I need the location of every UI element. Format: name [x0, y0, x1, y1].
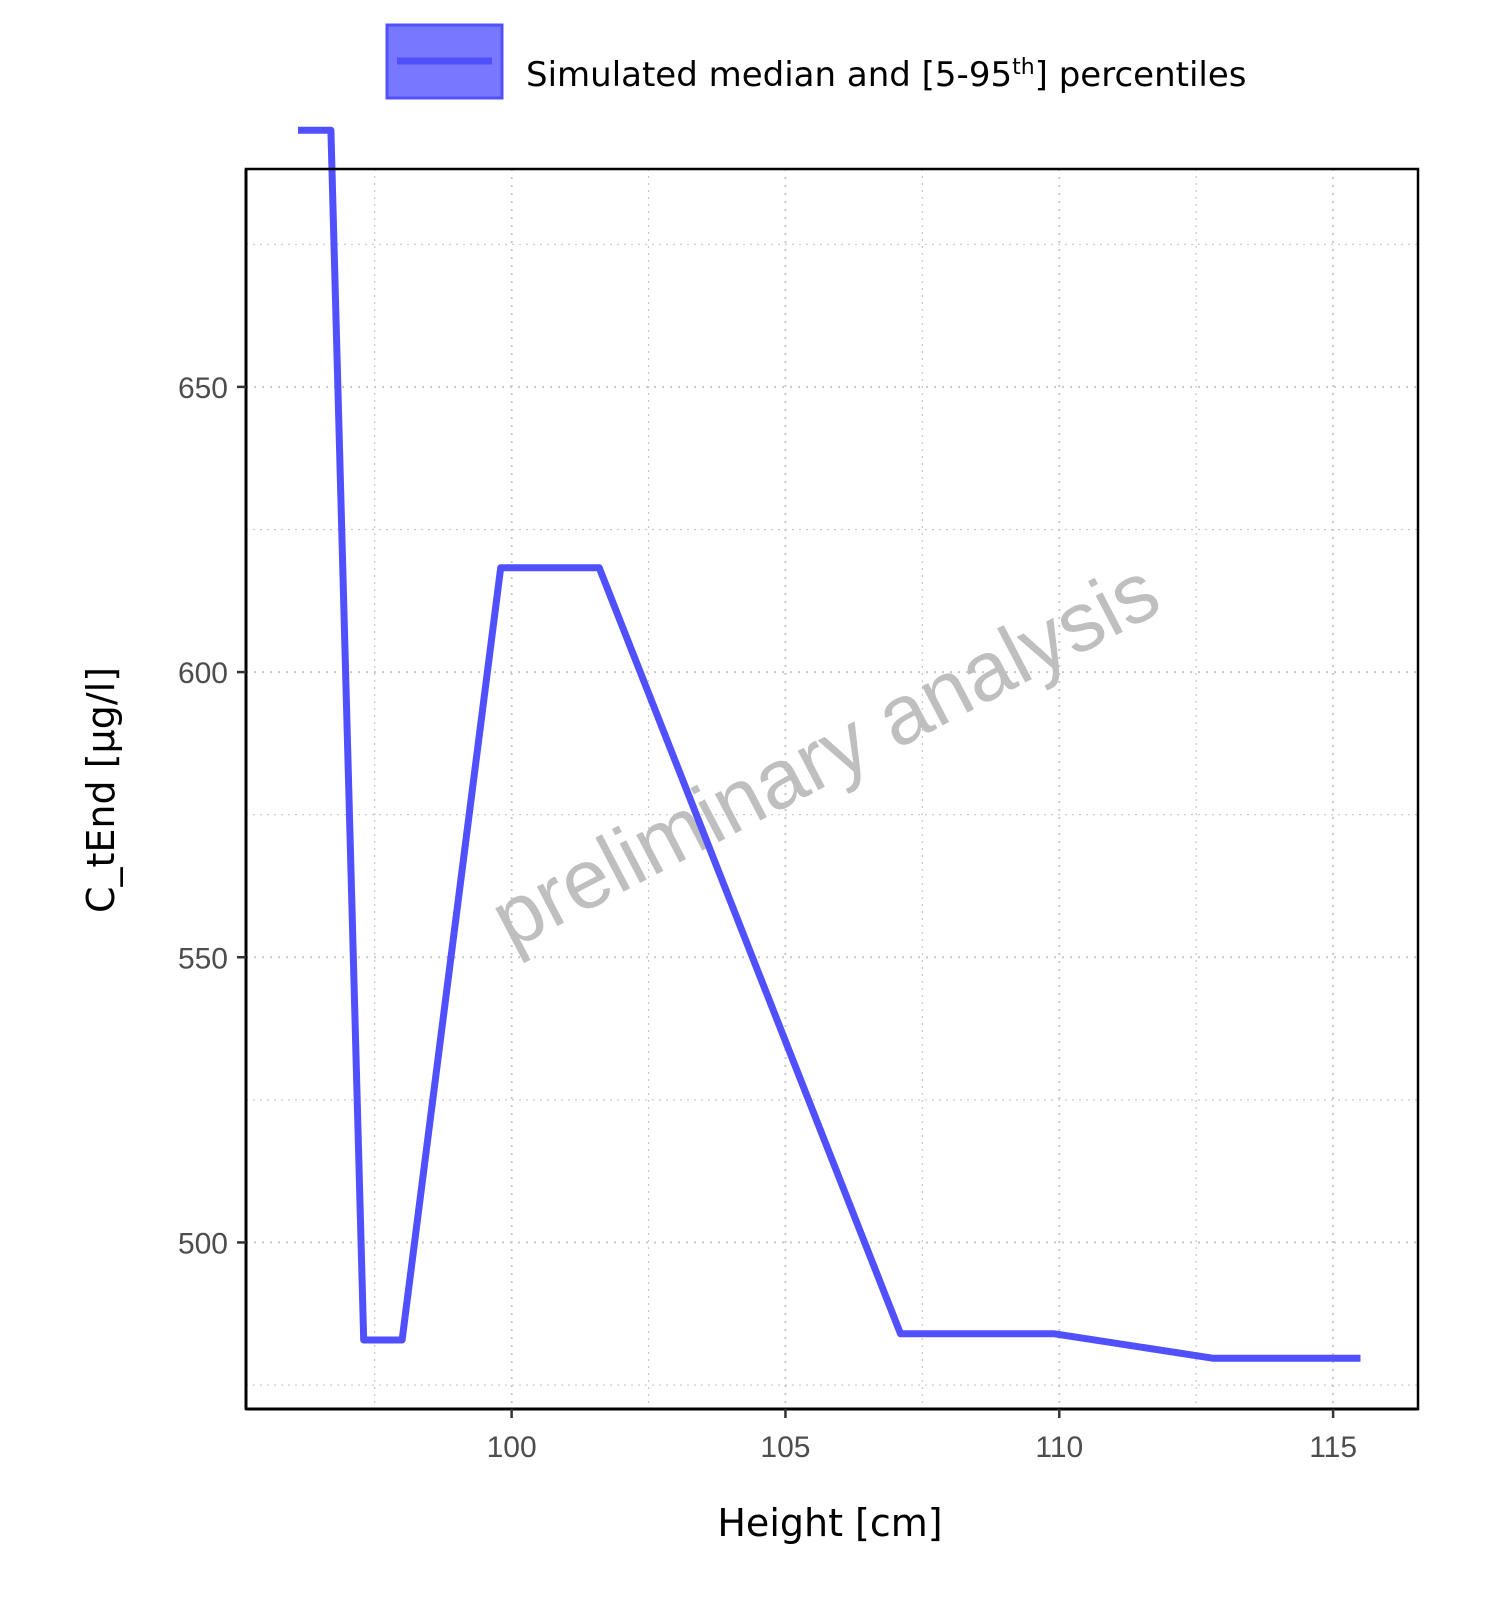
watermark-text: preliminary analysis	[476, 542, 1174, 966]
x-axis-title: Height [cm]	[717, 1501, 942, 1545]
y-tick-label: 550	[178, 942, 228, 975]
y-tick-label: 500	[178, 1227, 228, 1260]
legend-label-superscript: th	[1012, 55, 1035, 80]
legend-label-end: ] percentiles	[1035, 55, 1247, 95]
legend-label: Simulated median and [5-95th] percentile…	[526, 55, 1246, 95]
plot-panel-border	[244, 167, 1420, 1411]
series-layer	[298, 126, 1361, 1362]
grid-major	[246, 169, 1418, 1409]
series-line	[298, 126, 1361, 1362]
x-tick-label: 115	[1309, 1431, 1357, 1464]
x-tick-label: 105	[760, 1431, 810, 1464]
x-tick-label: 100	[487, 1431, 537, 1464]
legend: Simulated median and [5-95th] percentile…	[385, 23, 1246, 100]
y-tick-label: 600	[178, 657, 228, 690]
x-axis: 100 105 110 115	[487, 1409, 1357, 1464]
y-axis-title: C_tEnd [µg/l]	[79, 667, 123, 913]
y-tick-label: 650	[178, 372, 228, 405]
x-tick-label: 110	[1035, 1431, 1083, 1464]
y-axis: 500 550 600 650	[178, 372, 246, 1260]
legend-label-main: Simulated median and [5-95	[526, 55, 1012, 95]
